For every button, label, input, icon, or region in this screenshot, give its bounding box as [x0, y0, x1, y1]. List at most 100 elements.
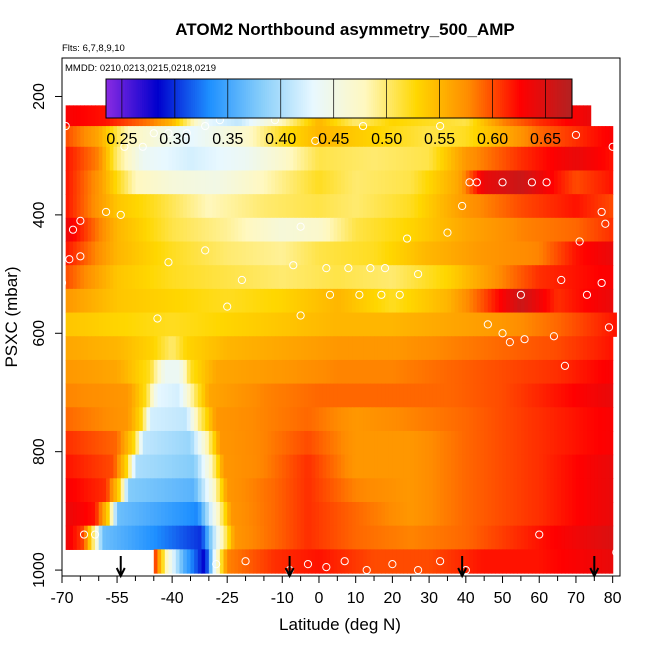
colorbar-swatch — [404, 79, 408, 118]
heat-cell — [502, 194, 507, 219]
heat-cell — [285, 265, 291, 290]
heat-cell — [271, 241, 276, 266]
heat-cell — [425, 549, 430, 574]
heat-cell — [282, 241, 287, 266]
colorbar-swatch — [506, 79, 509, 118]
heat-cell — [590, 454, 595, 479]
heat-cell — [469, 288, 474, 314]
heat-cell — [396, 241, 401, 266]
heat-cell — [370, 194, 375, 219]
heat-cell — [69, 478, 74, 503]
heat-cell — [421, 525, 427, 550]
heat-cell — [150, 383, 155, 408]
heat-cell — [252, 383, 258, 408]
heat-cell — [113, 502, 118, 527]
heat-cell — [506, 146, 511, 172]
heat-cell — [568, 288, 573, 314]
heat-cell — [418, 454, 423, 479]
heat-cell — [370, 126, 375, 148]
heat-cell — [318, 312, 324, 337]
colorbar-swatch — [218, 79, 221, 118]
heat-cell — [267, 170, 272, 195]
colorbar-swatch — [415, 79, 418, 118]
observation-point — [76, 252, 85, 261]
x-tick-label: 80 — [604, 590, 622, 607]
heat-cell — [238, 312, 243, 337]
colorbar-swatch — [447, 79, 450, 118]
heat-cell — [150, 217, 155, 243]
heat-cell — [168, 407, 173, 432]
heat-cell — [190, 312, 195, 337]
heat-cell — [157, 146, 162, 172]
heat-cell — [454, 217, 460, 243]
heat-cell — [157, 502, 162, 527]
heat-cell — [197, 525, 203, 550]
colorbar-swatch — [118, 79, 122, 118]
heat-cell — [579, 105, 584, 127]
heat-cell — [175, 359, 181, 385]
heat-cell — [179, 312, 184, 337]
heat-cell — [263, 336, 269, 361]
heat-cell — [216, 383, 221, 408]
heat-cell — [153, 170, 159, 195]
heat-cell — [528, 336, 533, 361]
heat-cell — [597, 454, 603, 479]
colorbar-swatch — [499, 79, 503, 118]
heat-cell — [249, 241, 254, 266]
heat-cell — [341, 241, 346, 266]
heat-cell — [73, 241, 78, 266]
heat-cell — [429, 288, 434, 314]
heat-cell — [212, 454, 217, 479]
heat-cell — [157, 265, 162, 290]
heat-cell — [208, 407, 214, 432]
heat-cell — [98, 105, 103, 127]
heat-cell — [605, 336, 610, 361]
heat-cell — [564, 146, 570, 172]
colorbar-swatch — [220, 79, 223, 118]
heat-cell — [561, 549, 566, 574]
colorbar-swatch — [194, 79, 198, 118]
heat-cell — [307, 217, 313, 243]
heat-cell — [440, 336, 445, 361]
heat-cell — [194, 478, 199, 503]
heat-cell — [414, 549, 419, 574]
heat-cell — [304, 288, 309, 314]
heat-cell — [241, 312, 247, 337]
heat-cell — [355, 407, 360, 432]
heat-cell — [238, 170, 243, 195]
heat-cell — [418, 359, 423, 385]
colorbar-swatch — [550, 79, 554, 118]
heat-cell — [285, 525, 291, 550]
heat-cell — [377, 336, 382, 361]
heat-cell — [172, 126, 177, 148]
heat-cell — [76, 525, 81, 550]
heat-cell — [403, 170, 408, 195]
heat-cell — [304, 194, 309, 219]
heat-cell — [87, 454, 92, 479]
colorbar-swatch — [366, 79, 370, 118]
heat-cell — [131, 194, 137, 219]
heat-cell — [186, 383, 192, 408]
heat-cell — [506, 383, 511, 408]
heat-cell — [326, 217, 331, 243]
heat-cell — [575, 454, 581, 479]
heat-cell — [73, 105, 78, 127]
heat-cell — [157, 126, 162, 148]
colorbar-swatch — [281, 79, 285, 118]
heat-cell — [564, 241, 570, 266]
heat-cell — [392, 126, 397, 148]
observation-point — [138, 142, 147, 151]
heat-cell — [201, 383, 206, 408]
heat-cell — [161, 359, 166, 385]
heat-cell — [385, 146, 390, 172]
colorbar-swatch — [163, 79, 166, 118]
heat-cell — [172, 194, 177, 219]
heat-cell — [355, 217, 360, 243]
colorbar-swatch — [214, 79, 217, 118]
heat-cell — [311, 312, 316, 337]
heat-cell — [197, 194, 203, 219]
heat-cell — [458, 454, 463, 479]
heat-cell — [392, 383, 397, 408]
heat-cell — [256, 549, 261, 574]
heat-cell — [484, 146, 489, 172]
